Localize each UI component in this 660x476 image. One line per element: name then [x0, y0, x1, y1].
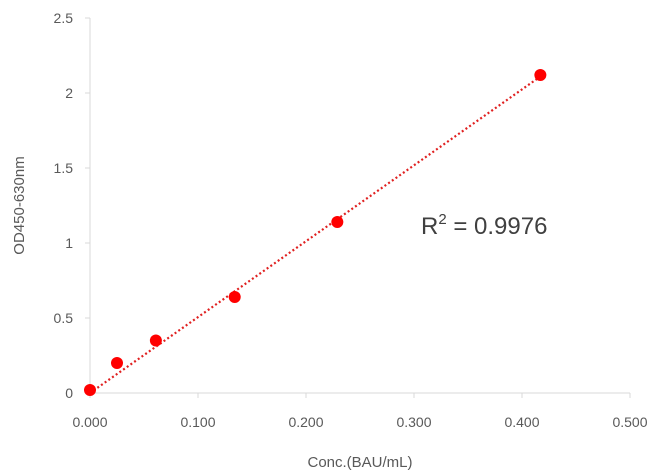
y-tick-label: 2	[65, 85, 73, 101]
y-tick-label: 0.5	[54, 310, 74, 326]
x-tick-labels: 0.000 0.100 0.200 0.300 0.400 0.500	[72, 393, 648, 430]
r-squared-letter: R	[421, 213, 438, 240]
data-point	[111, 357, 123, 369]
x-tick-label: 0.100	[180, 414, 215, 430]
x-tick-label: 0.000	[72, 414, 107, 430]
data-point	[84, 384, 96, 396]
data-point	[228, 291, 241, 303]
x-tick-label: 0.400	[504, 414, 539, 430]
x-axis-title: Conc.(BAU/mL)	[307, 454, 412, 471]
axes	[89, 18, 630, 394]
x-tick-label: 0.500	[612, 414, 647, 430]
x-tick-label: 0.200	[288, 414, 323, 430]
data-point	[149, 334, 162, 347]
y-tick-label: 1.5	[54, 160, 74, 176]
y-tick-label: 0	[65, 385, 73, 401]
x-tick-label: 0.300	[396, 414, 431, 430]
data-points	[84, 69, 547, 396]
r-squared-value: = 0.9976	[447, 213, 548, 240]
r-squared-annotation: R2 = 0.9976	[421, 211, 547, 240]
y-tick-labels: 0 0.5 1 1.5 2 2.5	[54, 10, 90, 401]
trendline	[89, 75, 541, 394]
y-tick-label: 1	[65, 235, 73, 251]
data-point	[534, 69, 547, 81]
data-point	[331, 216, 344, 228]
y-tick-label: 2.5	[54, 10, 74, 26]
y-axis-title: OD450-630nm	[11, 156, 28, 254]
trendline-group	[89, 75, 541, 394]
r-squared-superscript: 2	[438, 211, 446, 228]
